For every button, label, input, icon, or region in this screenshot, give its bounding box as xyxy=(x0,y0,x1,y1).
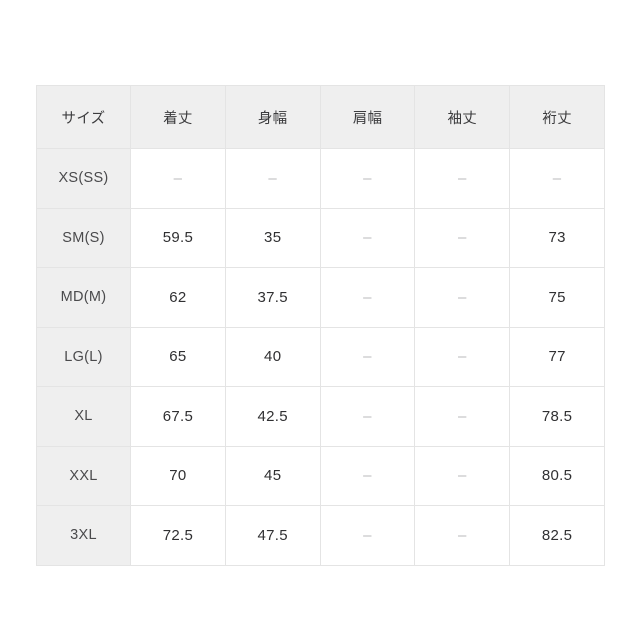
cell-kitake: 67.5 xyxy=(130,386,226,447)
row-header-size: SM(S) xyxy=(36,207,131,268)
cell-katahaba: – xyxy=(319,267,416,328)
cell-mihaba: 40 xyxy=(224,326,321,387)
column-header-size: サイズ xyxy=(36,85,131,149)
cell-yukitake: 78.5 xyxy=(509,386,605,447)
column-header-katahaba: 肩幅 xyxy=(319,85,416,149)
cell-mihaba: 47.5 xyxy=(224,505,321,566)
column-header-sodetake: 袖丈 xyxy=(414,85,511,149)
cell-sodetake: – xyxy=(414,148,511,209)
cell-katahaba: – xyxy=(319,386,416,447)
cell-mihaba: 42.5 xyxy=(224,386,321,447)
size-chart-table: サイズ 着丈 身幅 肩幅 袖丈 裄丈 XS(SS) – – – – – xyxy=(36,85,605,566)
cell-katahaba: – xyxy=(319,326,416,387)
header-row: サイズ 着丈 身幅 肩幅 袖丈 裄丈 xyxy=(36,85,605,149)
cell-mihaba: – xyxy=(224,148,321,209)
row-header-size: MD(M) xyxy=(36,267,131,328)
table-row: 3XL 72.5 47.5 – – 82.5 xyxy=(36,505,605,566)
cell-yukitake: 75 xyxy=(509,267,605,328)
cell-mihaba: 37.5 xyxy=(224,267,321,328)
table-row: XS(SS) – – – – – xyxy=(36,148,605,209)
table-row: LG(L) 65 40 – – 77 xyxy=(36,326,605,387)
table-row: XL 67.5 42.5 – – 78.5 xyxy=(36,386,605,447)
row-header-size: XXL xyxy=(36,445,131,506)
cell-kitake: 62 xyxy=(130,267,226,328)
cell-katahaba: – xyxy=(319,505,416,566)
cell-katahaba: – xyxy=(319,207,416,268)
column-header-kitake: 着丈 xyxy=(130,85,226,149)
column-header-mihaba: 身幅 xyxy=(224,85,321,149)
cell-yukitake: 77 xyxy=(509,326,605,387)
size-chart-container: サイズ 着丈 身幅 肩幅 袖丈 裄丈 XS(SS) – – – – – xyxy=(36,85,605,566)
cell-sodetake: – xyxy=(414,326,511,387)
column-header-yukitake: 裄丈 xyxy=(509,85,605,149)
cell-yukitake: – xyxy=(509,148,605,209)
cell-kitake: 59.5 xyxy=(130,207,226,268)
cell-katahaba: – xyxy=(319,445,416,506)
cell-sodetake: – xyxy=(414,445,511,506)
table-body: XS(SS) – – – – – SM(S) 59.5 35 – – 73 MD… xyxy=(36,148,605,566)
cell-sodetake: – xyxy=(414,386,511,447)
table-row: SM(S) 59.5 35 – – 73 xyxy=(36,207,605,268)
row-header-size: LG(L) xyxy=(36,326,131,387)
cell-kitake: 70 xyxy=(130,445,226,506)
row-header-size: 3XL xyxy=(36,505,131,566)
cell-yukitake: 80.5 xyxy=(509,445,605,506)
cell-kitake: 72.5 xyxy=(130,505,226,566)
cell-sodetake: – xyxy=(414,267,511,328)
table-row: XXL 70 45 – – 80.5 xyxy=(36,445,605,506)
cell-mihaba: 45 xyxy=(224,445,321,506)
cell-yukitake: 82.5 xyxy=(509,505,605,566)
cell-sodetake: – xyxy=(414,207,511,268)
row-header-size: XS(SS) xyxy=(36,148,131,209)
cell-yukitake: 73 xyxy=(509,207,605,268)
cell-kitake: 65 xyxy=(130,326,226,387)
table-row: MD(M) 62 37.5 – – 75 xyxy=(36,267,605,328)
table-header: サイズ 着丈 身幅 肩幅 袖丈 裄丈 xyxy=(36,85,605,149)
cell-kitake: – xyxy=(130,148,226,209)
row-header-size: XL xyxy=(36,386,131,447)
cell-sodetake: – xyxy=(414,505,511,566)
cell-katahaba: – xyxy=(319,148,416,209)
cell-mihaba: 35 xyxy=(224,207,321,268)
